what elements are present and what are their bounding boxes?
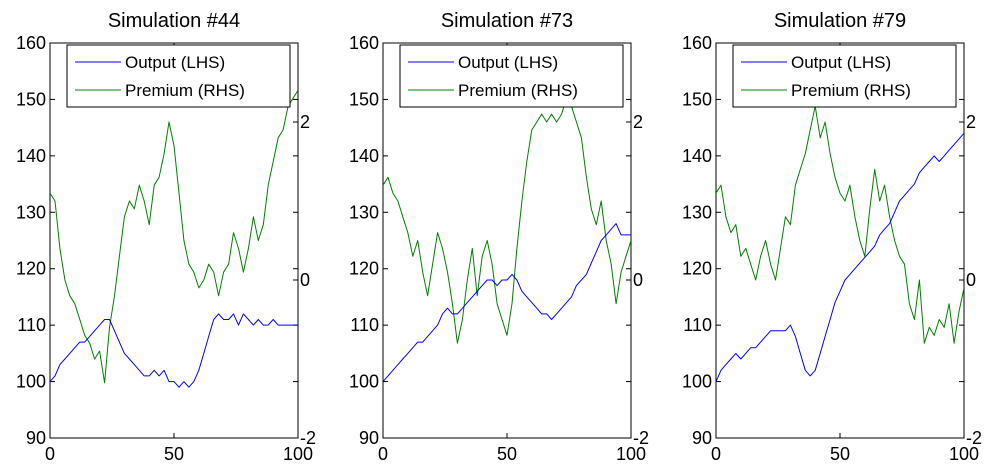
plot-area <box>715 42 965 439</box>
chart-title: Simulation #44 <box>108 10 240 32</box>
chart-title: Simulation #79 <box>774 10 906 32</box>
y-left-tick-label: 90 <box>359 428 379 448</box>
y-left-tick-label: 90 <box>692 428 712 448</box>
y-right-tick-label: 2 <box>966 112 976 132</box>
legend-label: Output (LHS) <box>125 53 225 72</box>
y-left-tick-label: 160 <box>682 33 712 53</box>
y-left-tick-label: 120 <box>682 259 712 279</box>
legend: Output (LHS) Premium (RHS) <box>399 44 624 108</box>
chart-panel-1: Simulation #44 90 100 110 120 130 140 150 160 -2 0… <box>16 10 316 464</box>
y-left-tick-label: 120 <box>349 259 379 279</box>
y-right-tick-label: -2 <box>633 428 649 448</box>
legend-label: Premium (RHS) <box>791 81 911 100</box>
legend: Output (LHS) Premium (RHS) <box>732 44 957 108</box>
x-tick-label: 0 <box>45 444 55 464</box>
legend-box <box>399 44 624 108</box>
y-left-tick-label: 150 <box>682 89 712 109</box>
series-line-premium <box>716 105 964 344</box>
y-right-tick-label: -2 <box>966 428 982 448</box>
x-tick-label: 100 <box>283 444 313 464</box>
legend-label: Output (LHS) <box>791 53 891 72</box>
y-right-tick-label: 2 <box>300 112 310 132</box>
series-line-output <box>716 132 964 382</box>
series-line-output <box>50 313 298 388</box>
y-right-tick-label: 0 <box>633 270 643 290</box>
x-tick-label: 100 <box>949 444 979 464</box>
legend-label: Premium (RHS) <box>125 81 245 100</box>
legend-box <box>66 44 291 108</box>
y-left-tick-label: 100 <box>349 372 379 392</box>
y-left-tick-label: 100 <box>16 372 46 392</box>
y-left-tick-label: 140 <box>349 146 379 166</box>
y-left-tick-label: 100 <box>682 372 712 392</box>
x-tick-label: 100 <box>616 444 646 464</box>
y-left-tick-label: 160 <box>16 33 46 53</box>
y-right-tick-label: 0 <box>966 270 976 290</box>
plot-area <box>382 42 632 439</box>
y-right-tick-label: -2 <box>300 428 316 448</box>
y-left-tick-label: 130 <box>682 202 712 222</box>
x-tick-label: 0 <box>711 444 721 464</box>
legend-box <box>732 44 957 108</box>
y-left-tick-label: 110 <box>350 315 379 335</box>
plot-area <box>49 42 299 439</box>
y-left-tick-label: 110 <box>683 315 712 335</box>
chart-panel-3: Simulation #79 90 100 110 120 130 140 150 160 -2 0… <box>682 10 982 464</box>
y-left-tick-label: 120 <box>16 259 46 279</box>
y-left-tick-label: 140 <box>682 146 712 166</box>
y-right-tick-label: 2 <box>633 112 643 132</box>
series-line-premium <box>50 90 298 384</box>
y-left-tick-label: 150 <box>349 89 379 109</box>
y-left-tick-label: 140 <box>16 146 46 166</box>
y-left-tick-label: 130 <box>16 202 46 222</box>
y-right-tick-label: 0 <box>300 270 310 290</box>
y-left-tick-label: 160 <box>349 33 379 53</box>
x-tick-label: 50 <box>497 444 517 464</box>
legend-label: Premium (RHS) <box>458 81 578 100</box>
x-tick-label: 50 <box>830 444 850 464</box>
legend: Output (LHS) Premium (RHS) <box>66 44 291 108</box>
chart-title: Simulation #73 <box>441 10 573 32</box>
y-left-tick-label: 150 <box>16 89 46 109</box>
series-line-premium <box>383 97 631 344</box>
series-line-output <box>383 223 631 382</box>
legend-label: Output (LHS) <box>458 53 558 72</box>
y-left-tick-label: 90 <box>26 428 46 448</box>
y-left-tick-label: 130 <box>349 202 379 222</box>
y-left-tick-label: 110 <box>17 315 46 335</box>
x-tick-label: 0 <box>378 444 388 464</box>
chart-panel-2: Simulation #73 90 100 110 120 130 140 150 160 -2 0… <box>349 10 649 464</box>
x-tick-label: 50 <box>164 444 184 464</box>
